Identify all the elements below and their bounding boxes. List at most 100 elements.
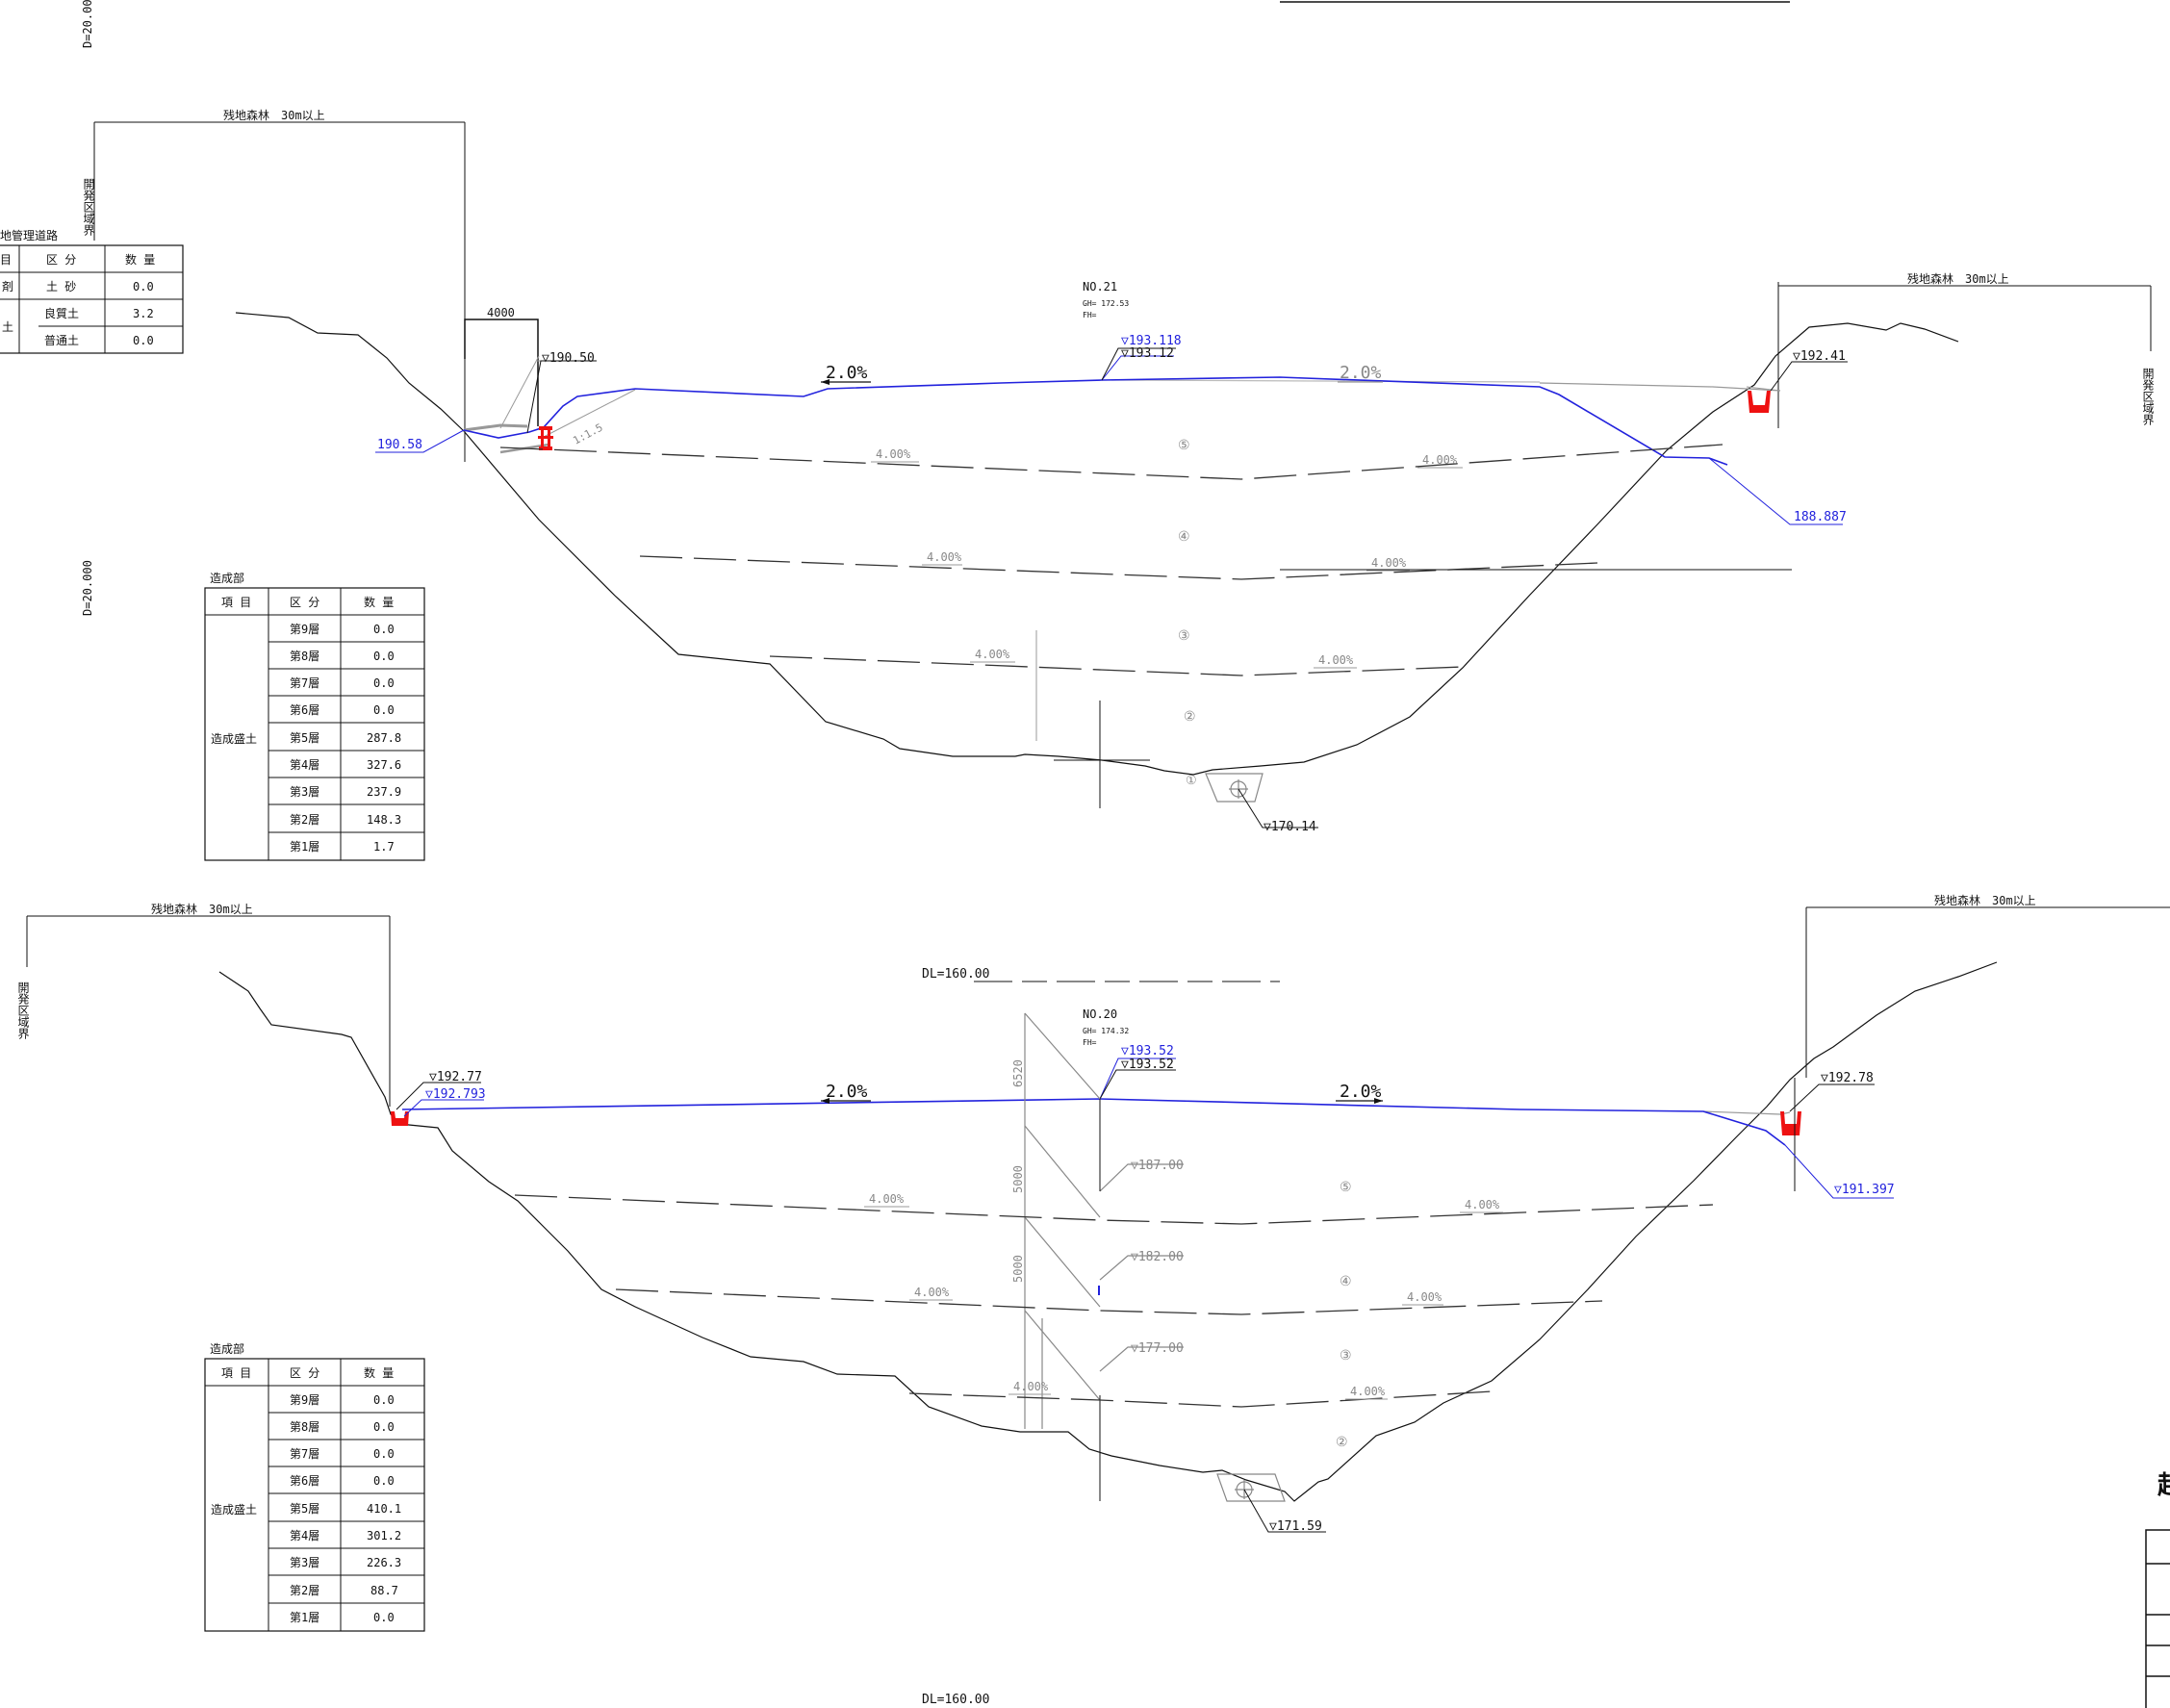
existing-ground-line: [218, 961, 1998, 1502]
slope-4-right: 4.00%: [1407, 1290, 1442, 1304]
layer-line-5: [499, 444, 1723, 480]
qty-cell: 0.0: [373, 1393, 395, 1407]
layer-cell: 第4層: [290, 758, 319, 772]
qty-cell: 327.6: [367, 758, 401, 772]
slope-5-left: 4.00%: [869, 1192, 905, 1206]
elev-right: ▽192.78: [1821, 1071, 1874, 1085]
datum-label-bottom: DL=160.00: [922, 1693, 989, 1707]
slope-3-left: 4.00%: [1013, 1380, 1049, 1393]
qty-cell: 0.0: [373, 650, 395, 663]
layer-line-3: [908, 1390, 1493, 1408]
title-stray-char: 起: [2157, 1471, 2170, 1500]
crown-leader-blue: [1101, 355, 1174, 381]
fh-label: FH=: [1083, 1038, 1097, 1047]
slope-4-left: 4.00%: [927, 550, 962, 564]
qty-cell: 0.0: [373, 1474, 395, 1488]
layer-cell: 第3層: [290, 1556, 319, 1569]
elev-right-top: ▽192.41: [1793, 349, 1846, 364]
qty-cell: 226.3: [367, 1556, 401, 1569]
group-label: 造成盛土: [211, 731, 257, 746]
forest-label-left: 残地森林 30m以上: [223, 108, 325, 122]
layer-number-5: ⑤: [1178, 438, 1190, 453]
elev-crown-blue: ▽193.52: [1121, 1044, 1174, 1058]
elev-right-blue: ▽191.397: [1834, 1183, 1895, 1197]
th-item: 項 目: [221, 596, 251, 609]
group-label: 造成盛土: [211, 1502, 257, 1517]
road-cell-qty: 0.0: [133, 280, 154, 293]
th-item: 項 目: [221, 1366, 251, 1380]
elev-177: ▽177.00: [1131, 1341, 1184, 1356]
elev-crown: ▽193.52: [1121, 1058, 1174, 1072]
gray-bench: [463, 423, 528, 432]
th-qty: 数 量: [364, 1365, 394, 1380]
layer-number-2: ②: [1336, 1435, 1348, 1450]
road-cell-qty: 0.0: [133, 334, 154, 347]
svg-text:1:1.5: 1:1.5: [571, 421, 604, 447]
fill-quantity-table-no20: 造成部 項 目 区 分 数 量 造成盛土 第9層 0.0 第8層 0.0 第7層…: [204, 1341, 425, 1632]
layer-line-5: [514, 1194, 1714, 1225]
scale-label-top: D=20.000: [81, 0, 94, 48]
elev-bottom: ▽171.59: [1269, 1519, 1322, 1534]
slope-3-right: 4.00%: [1350, 1385, 1386, 1398]
forest-label-right: 残地森林 30m以上: [1934, 893, 2036, 907]
crossfall-right: 2.0%: [1340, 1082, 1382, 1102]
layer-cell: 第4層: [290, 1529, 319, 1542]
ditch-right: [1780, 1111, 1801, 1135]
station-label: NO.20: [1083, 1007, 1117, 1021]
existing-ground-line: [235, 312, 1959, 776]
qty-cell: 301.2: [367, 1529, 401, 1542]
layer-cell: 第7層: [290, 676, 319, 690]
road-cell-class: 良質土: [44, 306, 79, 320]
road-quantity-table: 地管理道路 目 区 分 数 量 剤 土 砂 0.0 土 良質土 3.2 普通土 …: [0, 228, 184, 354]
layer-number-5: ⑤: [1340, 1180, 1352, 1195]
qty-cell: 287.8: [367, 731, 401, 745]
layer-number-4: ④: [1340, 1274, 1352, 1289]
qty-cell: 0.0: [373, 623, 395, 636]
elev-187: ▽187.00: [1131, 1159, 1184, 1173]
slope-5-right: 4.00%: [1422, 453, 1458, 467]
table-title: 造成部: [210, 571, 244, 585]
qty-cell: 1.7: [373, 840, 395, 854]
slope-4-left: 4.00%: [914, 1286, 950, 1299]
road-th-item: 目: [0, 253, 12, 267]
layer-cell: 第9層: [290, 623, 319, 636]
road-cell-class: 普通土: [44, 334, 79, 347]
crossfall-left: 2.0%: [826, 1082, 868, 1102]
qty-cell: 410.1: [367, 1502, 401, 1516]
title-block-edge: [2145, 1529, 2170, 1708]
height-dimensions: [1024, 1012, 1184, 1429]
road-cell-item: 土: [2, 320, 13, 334]
slope-5-right: 4.00%: [1465, 1198, 1500, 1211]
qty-cell: 0.0: [373, 1611, 395, 1624]
fill-quantity-table-no21: 造成部 項 目 区 分 数 量 造成盛土 第9層 0.0 第8層 0.0 第7層…: [204, 571, 425, 861]
elev-crown: ▽193.12: [1121, 346, 1174, 361]
layer-cell: 第1層: [290, 1611, 319, 1624]
layer-cell: 第7層: [290, 1447, 319, 1461]
qty-cell: 0.0: [373, 1447, 395, 1461]
layer-line-4: [639, 555, 1598, 580]
ditch-right: [1748, 391, 1771, 413]
qty-cell: 0.0: [373, 1420, 395, 1434]
qty-cell: 0.0: [373, 703, 395, 717]
boundary-label: 開発区域界: [16, 981, 30, 1040]
layer-cell: 第8層: [290, 650, 319, 663]
culvert-no20: [1216, 1473, 1286, 1502]
slope-3-right: 4.00%: [1318, 653, 1354, 667]
crossfall-right: 2.0%: [1340, 363, 1382, 383]
layer-number-2: ②: [1184, 709, 1196, 725]
station-label: NO.21: [1083, 280, 1117, 293]
slope-5-left: 4.00%: [876, 447, 911, 461]
layer-cell: 第9層: [290, 1393, 319, 1407]
section-no20: 残地森林 30m以上 開発区域界 残地森林 30m以上 ▽192.77 ▽192…: [16, 893, 2170, 1534]
crown-leader: [1101, 347, 1176, 381]
gh-label: GH= 172.53: [1083, 299, 1129, 308]
layer-number-1: ①: [1186, 774, 1197, 788]
elev-crown-blue: ▽193.118: [1121, 334, 1182, 348]
layer-cell: 第5層: [290, 731, 319, 745]
forest-label-right: 残地森林 30m以上: [1907, 271, 2009, 286]
elev-left: ▽192.77: [429, 1070, 482, 1084]
qty-cell: 237.9: [367, 785, 401, 799]
th-qty: 数 量: [364, 595, 394, 609]
road-th-qty: 数 量: [125, 252, 155, 267]
ditch-left: [391, 1111, 409, 1126]
